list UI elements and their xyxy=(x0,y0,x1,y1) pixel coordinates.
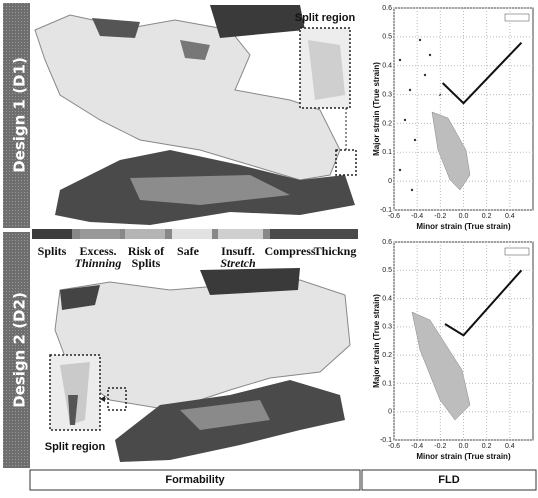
legend-swatch xyxy=(270,229,358,239)
legend-label: Thickng xyxy=(314,244,357,258)
x-tick-label: 0.2 xyxy=(482,213,492,220)
flc-line xyxy=(443,43,522,104)
y-tick-label: 0.5 xyxy=(382,267,392,274)
x-tick-label: 0.0 xyxy=(459,443,469,450)
footer-label: FLD xyxy=(438,474,459,486)
x-axis-label: Minor strain (True strain) xyxy=(416,452,511,461)
x-tick-label: 0.2 xyxy=(482,443,492,450)
x-tick-label: -0.4 xyxy=(411,213,423,220)
x-tick-label: -0.4 xyxy=(411,443,423,450)
y-tick-label: 0.5 xyxy=(382,34,392,41)
fld-cloud xyxy=(412,112,470,420)
y-tick-label: 0.1 xyxy=(382,380,392,387)
y-tick-label: 0.1 xyxy=(382,149,392,156)
y-tick-label: 0 xyxy=(388,178,392,185)
legend-swatch xyxy=(32,229,72,239)
x-axis-label: Minor strain (True strain) xyxy=(416,222,511,231)
legend-label: Compress xyxy=(264,244,315,258)
row-label: Design 1 (D1) xyxy=(11,57,29,173)
y-axis-label: Major strain (True strain) xyxy=(372,62,381,156)
x-tick-label: 0.4 xyxy=(505,213,515,220)
callout: Split region xyxy=(45,441,106,453)
x-tick-label: -0.2 xyxy=(434,443,446,450)
part-image xyxy=(50,268,350,462)
legend-label: Splits xyxy=(132,256,161,270)
x-tick-label: -0.6 xyxy=(388,213,400,220)
y-axis-label: Major strain (True strain) xyxy=(372,294,381,388)
legend-label: Thinning xyxy=(75,256,122,270)
part-image xyxy=(35,5,356,225)
legend-label: Safe xyxy=(177,244,200,258)
footer-label: Formability xyxy=(165,474,225,486)
legend-swatch xyxy=(218,229,263,239)
y-tick-label: 0.2 xyxy=(382,352,392,359)
y-tick-label: 0 xyxy=(388,409,392,416)
x-tick-label: -0.6 xyxy=(388,443,400,450)
row-label: Design 2 (D2) xyxy=(11,292,29,408)
legend-label: Stretch xyxy=(220,256,256,270)
y-tick-label: 0.6 xyxy=(382,5,392,12)
legend-swatch xyxy=(125,229,165,239)
y-tick-label: 0.2 xyxy=(382,120,392,127)
legend-box xyxy=(505,14,529,21)
y-tick-label: 0.3 xyxy=(382,91,392,98)
y-tick-label: 0.4 xyxy=(382,63,392,70)
x-tick-label: 0.4 xyxy=(505,443,515,450)
legend-box xyxy=(505,248,529,255)
legend-swatch xyxy=(80,229,120,239)
figure: Design 1 (D1) Design 2 (D2) Split region… xyxy=(0,0,538,493)
legend-swatch xyxy=(172,229,212,239)
legend-label: Splits xyxy=(38,244,67,258)
y-tick-label: 0.4 xyxy=(382,295,392,302)
callout: Split region xyxy=(295,12,356,24)
y-tick-label: 0.6 xyxy=(382,239,392,246)
y-tick-label: 0.3 xyxy=(382,324,392,331)
x-tick-label: 0.0 xyxy=(459,213,469,220)
x-tick-label: -0.2 xyxy=(434,213,446,220)
